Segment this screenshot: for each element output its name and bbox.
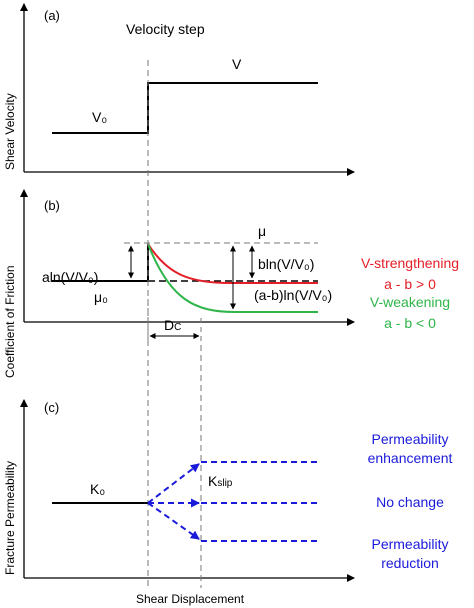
v-label: V	[232, 56, 242, 72]
panel-b-tag: (b)	[44, 198, 60, 213]
panel-a-tag: (a)	[44, 8, 60, 23]
kslip-label: Kslip	[208, 473, 233, 489]
enhancement-label-line2: enhancement	[368, 450, 453, 466]
reduction-label-line2: reduction	[381, 555, 439, 571]
aln-label: aln(V/V₀)	[42, 269, 98, 285]
mu0-label: μ₀	[94, 289, 108, 305]
reduction-arrow	[147, 502, 200, 540]
panel-b-ylabel: Coefficient of Friction	[3, 266, 17, 379]
strengthening-condition: a - b > 0	[384, 276, 436, 292]
dc-label: DC	[164, 317, 181, 333]
panel-a-ylabel: Shear Velocity	[3, 93, 17, 170]
reduction-label-line1: Permeability	[371, 536, 448, 552]
enhancement-arrow	[147, 463, 200, 504]
enhancement-label-line1: Permeability	[371, 431, 448, 447]
panel-c-tag: (c)	[44, 400, 59, 415]
weakening-curve	[147, 243, 318, 313]
v0-label: V₀	[92, 109, 107, 125]
strengthening-title: V-strengthening	[361, 255, 459, 271]
x-axis-label: Shear Displacement	[136, 592, 245, 606]
bln-label: bln(V/V₀)	[258, 256, 314, 272]
velocity-step-label: Velocity step	[126, 21, 205, 37]
strengthening-curve	[147, 243, 318, 284]
nochange-label: No change	[376, 494, 444, 510]
weakening-title: V-weakening	[370, 294, 450, 310]
weakening-condition: a - b < 0	[384, 315, 436, 331]
mu-label: μ	[258, 223, 266, 239]
velocity-step-curve	[52, 82, 318, 134]
panel-a: (a) Velocity step Shear Velocity V₀ V	[3, 3, 355, 176]
panel-c-ylabel: Fracture Permeability	[3, 461, 17, 575]
panel-b: (b) Coefficient of Friction aln(V/V₀) μ …	[3, 189, 459, 379]
panel-c: (c) Fracture Permeability K₀ Kslip Perme…	[3, 60, 453, 588]
k0-label: K₀	[90, 481, 105, 497]
ab-label: (a-b)ln(V/V₀)	[254, 287, 332, 303]
